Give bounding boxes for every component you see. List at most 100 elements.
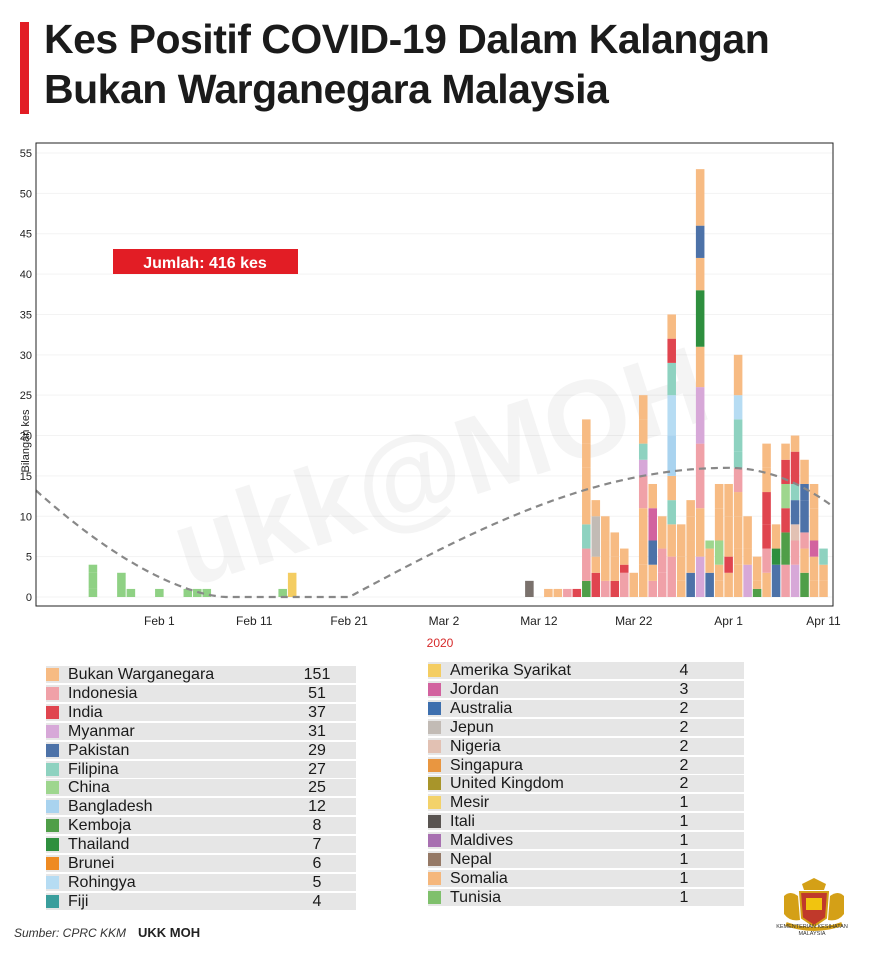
legend-row-background bbox=[428, 699, 744, 717]
y-tick-label: 35 bbox=[20, 309, 32, 321]
legend-name: Maldives bbox=[450, 832, 514, 850]
bar bbox=[771, 524, 781, 597]
bar-segment bbox=[733, 467, 743, 493]
bar-segment bbox=[638, 475, 648, 509]
bar-segment bbox=[155, 588, 164, 597]
legend-value: 1 bbox=[679, 888, 689, 906]
x-axis-label: 2020 bbox=[427, 636, 454, 650]
bar-segment bbox=[695, 556, 705, 597]
legend-swatch bbox=[46, 781, 59, 795]
bars-group bbox=[88, 169, 828, 597]
bar-segment bbox=[695, 443, 705, 509]
legend-value: 1 bbox=[679, 851, 689, 868]
bar-segment bbox=[743, 516, 752, 549]
legend-swatch bbox=[46, 875, 59, 889]
legend-row-background bbox=[46, 836, 356, 854]
bar-segment bbox=[714, 483, 724, 509]
legend-swatch bbox=[46, 857, 59, 870]
legend-value: 3 bbox=[679, 680, 689, 698]
legend-value: 1 bbox=[679, 794, 689, 812]
ministry-crest-logo bbox=[784, 878, 844, 931]
bar-segment bbox=[733, 395, 743, 420]
legend-swatch bbox=[428, 890, 441, 904]
legend-row-background bbox=[46, 760, 356, 778]
legend-row-background bbox=[428, 718, 744, 736]
bar-segment bbox=[800, 532, 809, 549]
bar bbox=[819, 548, 828, 597]
bar-segment bbox=[582, 524, 591, 549]
bar-segment bbox=[553, 588, 563, 597]
legend-name: Somalia bbox=[450, 869, 508, 887]
legend-name: Mesir bbox=[450, 794, 490, 812]
bar-segment bbox=[752, 588, 762, 597]
bar-segment bbox=[762, 467, 771, 493]
bar-segment bbox=[544, 588, 553, 597]
legend-value: 2 bbox=[679, 775, 689, 793]
legend-name: Australia bbox=[450, 699, 513, 717]
total-annotation-box bbox=[113, 249, 298, 274]
bar bbox=[572, 588, 582, 597]
legend-swatch bbox=[46, 762, 59, 776]
bar-segment bbox=[809, 483, 819, 509]
legend-swatch bbox=[46, 743, 59, 757]
bar bbox=[610, 532, 620, 597]
legend-name: Indonesia bbox=[68, 684, 138, 702]
watermark: ukk@MOH bbox=[158, 323, 722, 611]
legend-row-background bbox=[428, 680, 744, 698]
y-tick-label: 40 bbox=[20, 269, 32, 281]
bar bbox=[638, 395, 648, 597]
y-tick-label: 20 bbox=[20, 431, 32, 443]
legend-name: Rohingya bbox=[68, 873, 136, 891]
legend-value: 151 bbox=[303, 666, 331, 683]
bar-segment bbox=[667, 314, 676, 339]
bar bbox=[619, 548, 629, 597]
bar bbox=[705, 540, 714, 597]
bar-segment bbox=[762, 443, 771, 468]
bar-segment bbox=[88, 564, 98, 573]
y-tick-label: 50 bbox=[20, 188, 32, 200]
bar-segment bbox=[771, 524, 781, 549]
bar-segment bbox=[686, 516, 695, 541]
bar bbox=[752, 556, 762, 597]
bar-segment bbox=[657, 516, 667, 549]
legend-swatch bbox=[428, 777, 441, 791]
bar-segment bbox=[781, 443, 790, 460]
y-axis-ticks: 0 5 10 15 20 25 30 35 40 45 50 55 bbox=[20, 148, 32, 604]
legend-value: 2 bbox=[679, 699, 689, 717]
bar-segment bbox=[610, 556, 620, 581]
legend-row-background bbox=[428, 794, 744, 812]
bar-segment bbox=[800, 483, 809, 501]
bar-segment bbox=[582, 580, 591, 597]
legend-value: 7 bbox=[312, 836, 322, 854]
bar-segment bbox=[809, 556, 819, 581]
brand-label: UKK MOH bbox=[138, 925, 201, 940]
bar-segment bbox=[638, 459, 648, 476]
bar-segment bbox=[582, 419, 591, 444]
bar-segment bbox=[781, 459, 790, 484]
legend-name: Singapura bbox=[450, 756, 523, 774]
bar bbox=[525, 580, 534, 597]
legend-name: Nigeria bbox=[450, 737, 501, 755]
bar-segment bbox=[762, 572, 771, 597]
bar-segment bbox=[809, 580, 819, 597]
bar-segment bbox=[714, 564, 724, 581]
y-tick-label: 10 bbox=[20, 511, 32, 523]
bar bbox=[629, 572, 639, 597]
legend-row-background bbox=[46, 855, 356, 872]
legend-row-background bbox=[46, 741, 356, 759]
bar-segment bbox=[819, 580, 828, 597]
bar-segment bbox=[743, 548, 752, 565]
legend-row-background bbox=[428, 756, 744, 774]
y-tick-label: 55 bbox=[20, 148, 32, 160]
legend-row-background bbox=[428, 813, 744, 831]
bar-segment bbox=[202, 588, 212, 597]
legend-name: Itali bbox=[450, 813, 475, 831]
bar-segment bbox=[695, 225, 705, 258]
bar bbox=[553, 588, 563, 597]
legend-swatch bbox=[46, 724, 59, 738]
legend-value: 4 bbox=[312, 892, 322, 910]
x-tick-label: Feb 11 bbox=[236, 614, 273, 628]
bar-segment bbox=[667, 500, 676, 525]
bar-segment bbox=[724, 540, 733, 557]
bar-segment bbox=[676, 580, 686, 597]
